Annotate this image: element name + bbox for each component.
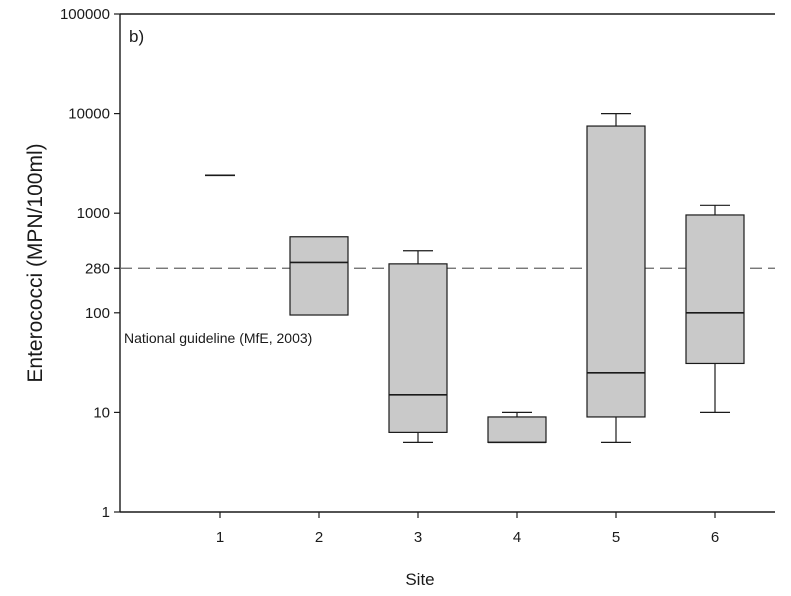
guideline-label: National guideline (MfE, 2003) — [124, 330, 312, 346]
y-tick-label: 100 — [85, 305, 110, 322]
x-tick-label: 4 — [513, 529, 521, 546]
x-ticks-group: 1 2 3 4 5 6 — [216, 512, 719, 546]
box-site-4 — [487, 411, 547, 444]
y-tick-label: 280 — [85, 260, 110, 277]
box-site-5 — [586, 112, 646, 443]
box-iqr — [388, 263, 448, 433]
x-tick-label: 2 — [315, 529, 323, 546]
box-site-3 — [388, 250, 448, 443]
y-tick-label: 1 — [102, 504, 110, 521]
x-tick-label: 3 — [414, 529, 422, 546]
panel-label: b) — [129, 27, 144, 46]
x-axis-label: Site — [405, 570, 434, 589]
box-site-6 — [685, 204, 745, 413]
y-ticks-group: 1 10 100 280 1000 10000 100000 — [60, 6, 120, 521]
box-iqr — [487, 416, 547, 443]
box-iqr — [586, 125, 646, 418]
y-tick-label: 10 — [93, 404, 110, 421]
box-iqr — [289, 236, 349, 316]
boxes-group — [205, 112, 745, 444]
x-tick-label: 5 — [612, 529, 620, 546]
y-tick-label: 100000 — [60, 6, 110, 23]
box-iqr — [685, 214, 745, 365]
box-site-2 — [289, 236, 349, 316]
y-tick-label: 1000 — [77, 205, 110, 222]
plot-frame — [119, 13, 775, 513]
y-tick-label: 10000 — [68, 106, 110, 123]
x-tick-label: 1 — [216, 529, 224, 546]
y-axis-label: Enterococci (MPN/100ml) — [24, 143, 47, 382]
x-tick-label: 6 — [711, 529, 719, 546]
